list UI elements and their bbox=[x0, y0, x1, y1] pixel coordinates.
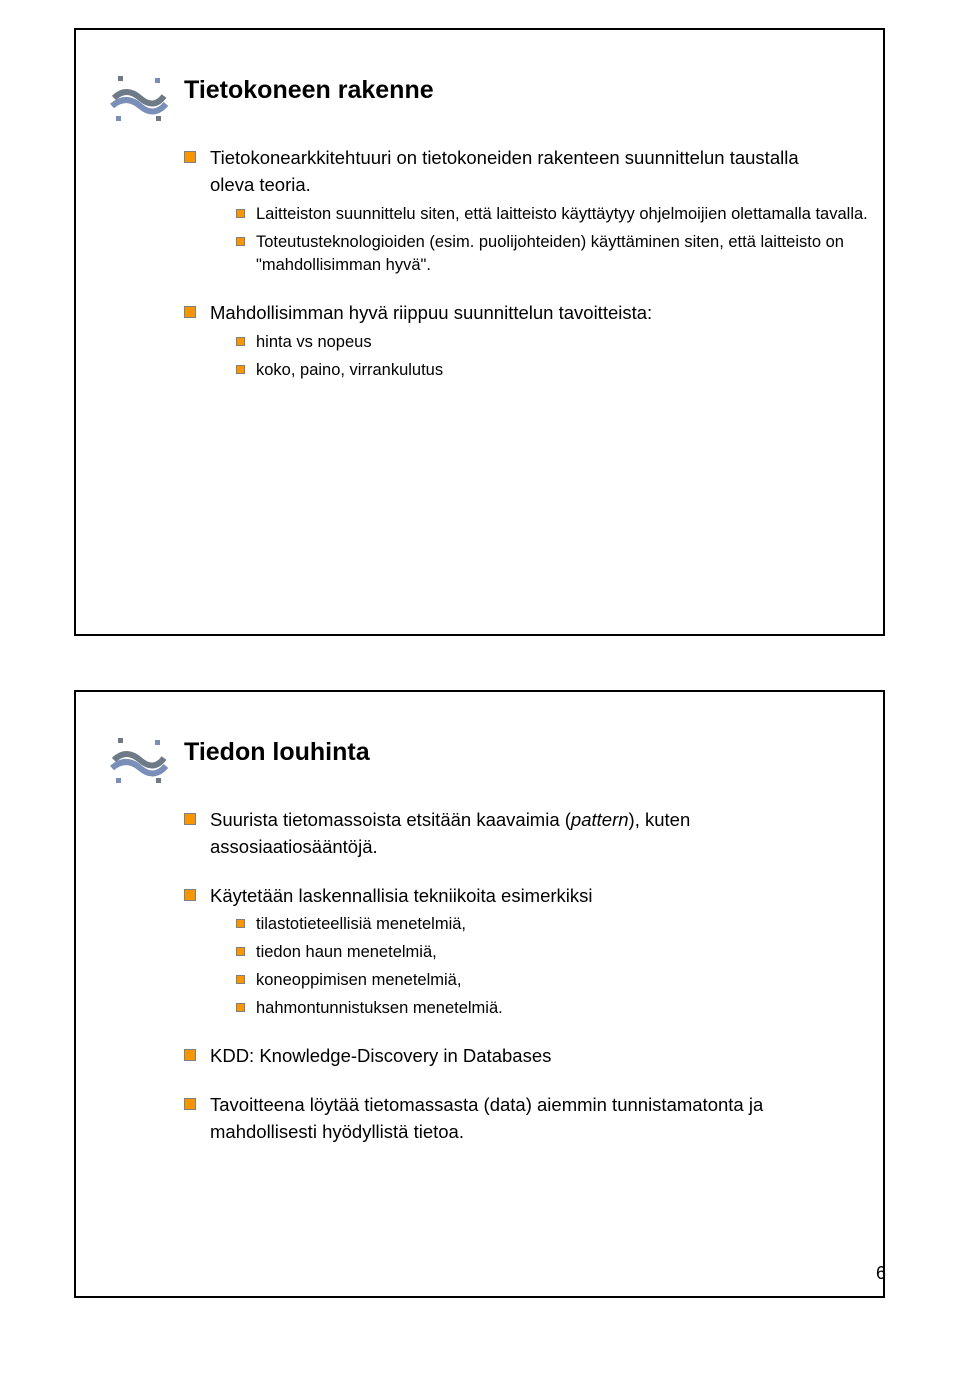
slide-logo-icon bbox=[110, 76, 168, 129]
slide-1-content: Tietokoneen rakenne Tietokonearkkitehtuu… bbox=[76, 30, 883, 383]
bullet-icon bbox=[184, 151, 196, 163]
sub-list-item-text: hinta vs nopeus bbox=[256, 331, 372, 355]
slide-1-title: Tietokoneen rakenne bbox=[184, 76, 883, 105]
sub-list-item: Toteutusteknologioiden (esim. puolijohte… bbox=[236, 231, 883, 279]
sub-list-item-text: hahmontunnistuksen menetelmiä. bbox=[256, 997, 503, 1021]
sub-list-item: hahmontunnistuksen menetelmiä. bbox=[236, 997, 883, 1021]
sub-list-item: koko, paino, virrankulutus bbox=[236, 359, 883, 383]
bullet-icon bbox=[184, 1049, 196, 1061]
list-item: Tietokonearkkitehtuuri on tietokoneiden … bbox=[184, 145, 883, 199]
slide-2: Tiedon louhinta Suurista tietomassoista … bbox=[74, 690, 885, 1298]
bullet-icon bbox=[236, 1003, 245, 1012]
list-item: Tavoitteena löytää tietomassasta (data) … bbox=[184, 1092, 883, 1146]
bullet-icon bbox=[236, 209, 245, 218]
sub-list: tilastotieteellisiä menetelmiä, tiedon h… bbox=[184, 913, 883, 1021]
list-item: Mahdollisimman hyvä riippuu suunnittelun… bbox=[184, 300, 883, 327]
slide-2-title: Tiedon louhinta bbox=[184, 738, 883, 767]
bullet-icon bbox=[184, 813, 196, 825]
sub-list: hinta vs nopeus koko, paino, virrankulut… bbox=[184, 331, 883, 383]
list-item-text: Käytetään laskennallisia tekniikoita esi… bbox=[210, 883, 593, 910]
list-item-text: KDD: Knowledge-Discovery in Databases bbox=[210, 1043, 551, 1070]
list-item: Suurista tietomassoista etsitään kaavaim… bbox=[184, 807, 883, 861]
bullet-icon bbox=[236, 975, 245, 984]
sub-list-item: tilastotieteellisiä menetelmiä, bbox=[236, 913, 883, 937]
list-item: Käytetään laskennallisia tekniikoita esi… bbox=[184, 883, 883, 910]
sub-list-item: koneoppimisen menetelmiä, bbox=[236, 969, 883, 993]
slide-1: Tietokoneen rakenne Tietokonearkkitehtuu… bbox=[74, 28, 885, 636]
slide-2-content: Tiedon louhinta Suurista tietomassoista … bbox=[76, 692, 883, 1146]
sub-list-item-text: Toteutusteknologioiden (esim. puolijohte… bbox=[256, 231, 883, 279]
sub-list-item-text: koneoppimisen menetelmiä, bbox=[256, 969, 461, 993]
slide-logo-icon bbox=[110, 738, 168, 791]
list-item-text: Tietokonearkkitehtuuri on tietokoneiden … bbox=[210, 145, 813, 199]
sub-list-item-text: tiedon haun menetelmiä, bbox=[256, 941, 437, 965]
page-number: 6 bbox=[876, 1263, 886, 1284]
list-item-text: Tavoitteena löytää tietomassasta (data) … bbox=[210, 1092, 813, 1146]
sub-list-item: Laitteiston suunnittelu siten, että lait… bbox=[236, 203, 883, 227]
sub-list-item-text: koko, paino, virrankulutus bbox=[256, 359, 443, 383]
bullet-icon bbox=[184, 306, 196, 318]
bullet-icon bbox=[184, 889, 196, 901]
bullet-icon bbox=[236, 919, 245, 928]
bullet-icon bbox=[184, 1098, 196, 1110]
sub-list-item-text: tilastotieteellisiä menetelmiä, bbox=[256, 913, 466, 937]
page: Tietokoneen rakenne Tietokonearkkitehtuu… bbox=[0, 0, 960, 1298]
list-item-text: Suurista tietomassoista etsitään kaavaim… bbox=[210, 807, 813, 861]
bullet-icon bbox=[236, 947, 245, 956]
bullet-icon bbox=[236, 237, 245, 246]
sub-list: Laitteiston suunnittelu siten, että lait… bbox=[184, 203, 883, 279]
list-item: KDD: Knowledge-Discovery in Databases bbox=[184, 1043, 883, 1070]
bullet-icon bbox=[236, 365, 245, 374]
sub-list-item-text: Laitteiston suunnittelu siten, että lait… bbox=[256, 203, 868, 227]
sub-list-item: tiedon haun menetelmiä, bbox=[236, 941, 883, 965]
bullet-icon bbox=[236, 337, 245, 346]
list-item-text: Mahdollisimman hyvä riippuu suunnittelun… bbox=[210, 300, 652, 327]
sub-list-item: hinta vs nopeus bbox=[236, 331, 883, 355]
